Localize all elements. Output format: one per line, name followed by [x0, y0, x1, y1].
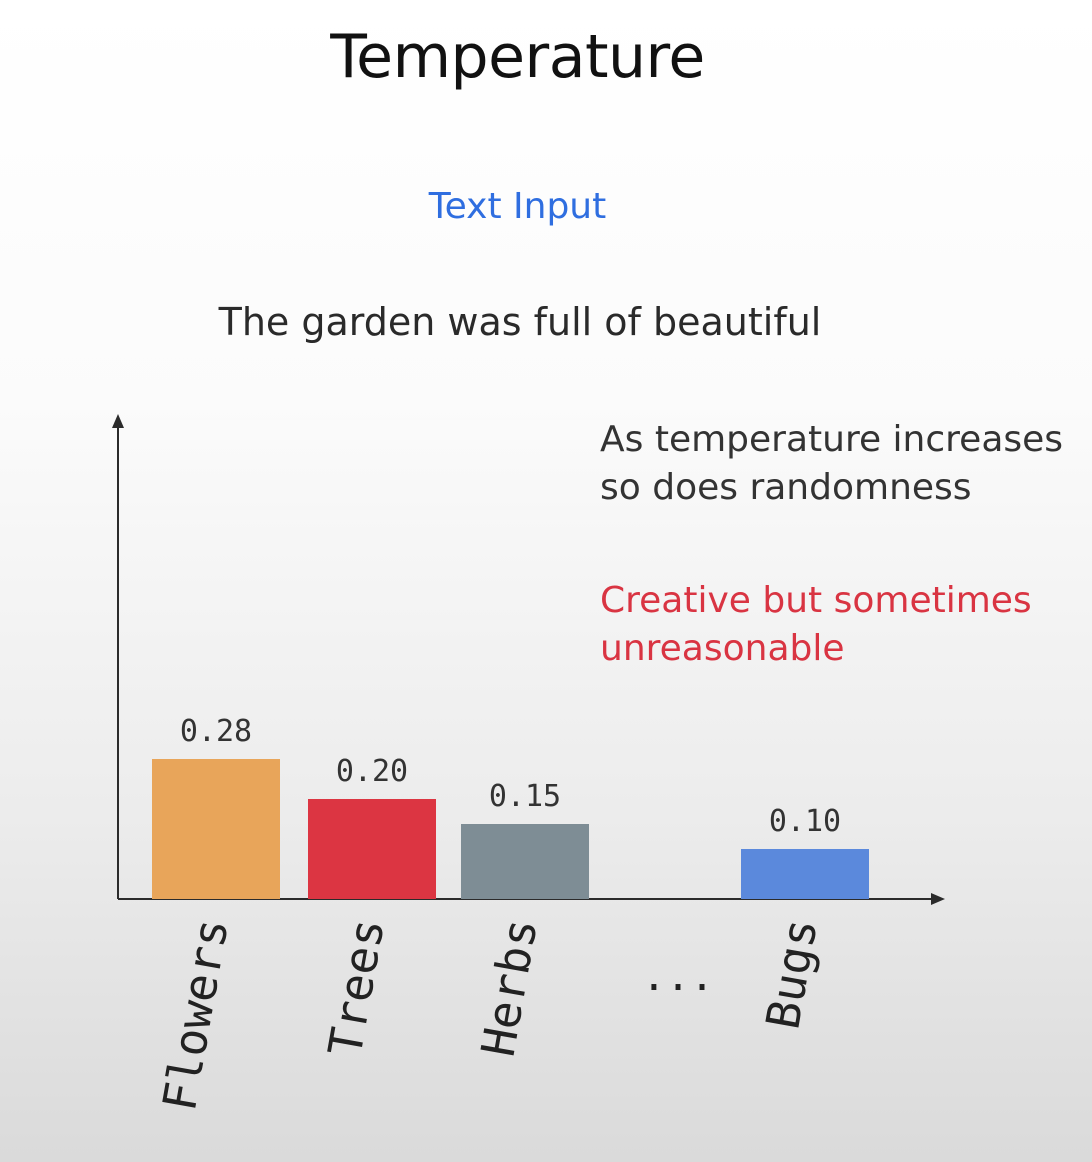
value-label-herbs: 0.15: [489, 779, 561, 814]
bar-flowers: [152, 759, 280, 899]
slide-title: Temperature: [330, 22, 705, 92]
prompt-text: The garden was full of beautiful: [218, 300, 822, 344]
category-label-ellipsis: ...: [642, 954, 714, 1000]
x-axis-arrow: [931, 893, 945, 905]
chart-bars: [152, 759, 869, 899]
chart-value-labels: 0.28 0.20 0.15 0.10: [180, 714, 841, 839]
y-axis-arrow: [112, 414, 124, 428]
category-label-bugs: Bugs: [755, 915, 827, 1033]
creative-note: Creative but sometimes unreasonable: [600, 580, 1032, 669]
temperature-note: As temperature increases so does randomn…: [600, 419, 1064, 508]
value-label-flowers: 0.28: [180, 714, 252, 749]
category-label-herbs: Herbs: [471, 915, 548, 1061]
value-label-trees: 0.20: [336, 754, 408, 789]
value-label-bugs: 0.10: [769, 804, 841, 839]
bar-bugs: [741, 849, 869, 899]
category-label-trees: Trees: [318, 915, 395, 1061]
chart-category-labels: Flowers Trees Herbs... Bugs: [152, 915, 828, 1115]
bar-herbs: [461, 824, 589, 899]
category-label-flowers: Flowers: [152, 915, 239, 1115]
text-input-label: Text Input: [428, 186, 607, 227]
bar-trees: [308, 799, 436, 899]
